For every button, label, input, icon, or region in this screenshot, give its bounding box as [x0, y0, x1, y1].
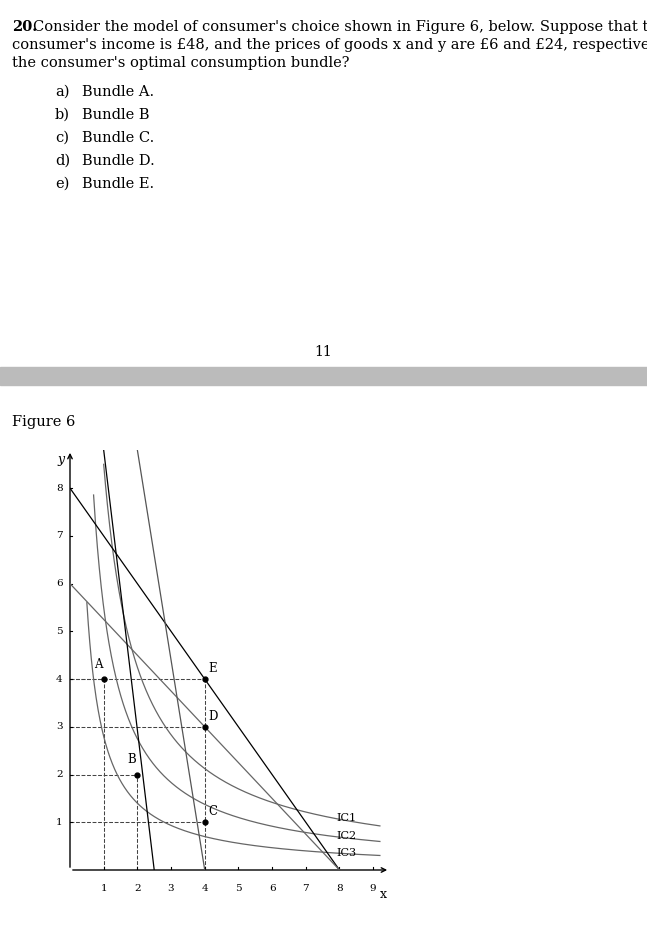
Text: 4: 4 [201, 884, 208, 894]
Text: 9: 9 [370, 884, 377, 894]
Text: Bundle B: Bundle B [82, 108, 149, 122]
Text: 8: 8 [56, 484, 63, 493]
Text: E: E [209, 662, 217, 675]
Text: Figure 6: Figure 6 [12, 415, 75, 429]
Text: d): d) [55, 154, 70, 168]
Text: IC2: IC2 [336, 832, 356, 842]
Text: C: C [209, 806, 218, 819]
Text: Bundle C.: Bundle C. [82, 131, 154, 145]
Text: x: x [380, 888, 387, 901]
Text: Bundle E.: Bundle E. [82, 177, 154, 191]
Text: Consider the model of consumer's choice shown in Figure 6, below. Suppose that t: Consider the model of consumer's choice … [33, 20, 647, 34]
Text: Bundle A.: Bundle A. [82, 85, 154, 99]
Text: a): a) [55, 85, 69, 99]
Text: 3: 3 [168, 884, 174, 894]
Text: IC3: IC3 [336, 848, 356, 857]
Text: D: D [209, 710, 218, 723]
Text: y: y [57, 453, 64, 466]
Text: b): b) [55, 108, 70, 122]
Text: 4: 4 [56, 674, 63, 684]
Text: c): c) [55, 131, 69, 145]
Text: 8: 8 [336, 884, 343, 894]
Text: 20.: 20. [12, 20, 38, 34]
Text: 5: 5 [235, 884, 242, 894]
Text: 1: 1 [100, 884, 107, 894]
Text: 3: 3 [56, 722, 63, 732]
Text: A: A [94, 658, 102, 671]
Bar [0, 367, 647, 385]
Text: Bundle D.: Bundle D. [82, 154, 155, 168]
Text: 2: 2 [56, 770, 63, 779]
Text: 1: 1 [56, 818, 63, 827]
Text: 6: 6 [56, 579, 63, 588]
Text: 7: 7 [303, 884, 309, 894]
Text: 2: 2 [134, 884, 140, 894]
Text: e): e) [55, 177, 69, 191]
Text: the consumer's optimal consumption bundle?: the consumer's optimal consumption bundl… [12, 56, 349, 70]
Text: 7: 7 [56, 531, 63, 540]
Text: consumer's income is £48, and the prices of goods x and y are £6 and £24, respec: consumer's income is £48, and the prices… [12, 38, 647, 52]
Text: 11: 11 [314, 345, 332, 359]
Text: 5: 5 [56, 627, 63, 635]
Text: 6: 6 [269, 884, 276, 894]
Text: B: B [127, 753, 136, 766]
Text: IC1: IC1 [336, 813, 356, 823]
